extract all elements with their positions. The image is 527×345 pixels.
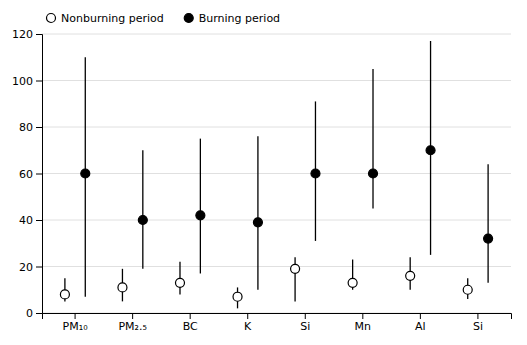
x-tick-label: Al (415, 320, 426, 333)
legend-item: Burning period (184, 12, 280, 25)
x-tick-label: PM₁₀ (63, 320, 89, 333)
series (81, 41, 493, 297)
x-tick-mark (305, 313, 306, 319)
point (118, 283, 127, 292)
point (81, 169, 90, 178)
legend-label: Burning period (199, 12, 280, 25)
x-tick-label: K (244, 320, 252, 333)
x-tick: Si (473, 313, 483, 333)
grid-line (42, 266, 511, 267)
x-tick-mark (190, 313, 191, 319)
x-tick: Al (415, 313, 426, 333)
y-tick-label: 100 (12, 75, 33, 88)
x-tick-mark (75, 313, 76, 319)
y-tick-mark (36, 127, 42, 128)
x-tick-mark (362, 313, 363, 319)
chart-container: PM₁₀ PM₂.₅ BC K Si Mn Al Si 0 20 40 60 80 100 120 Nonbu… (0, 0, 527, 345)
y-tick-mark (36, 34, 42, 35)
grid-line (42, 34, 511, 35)
plot-area (60, 41, 492, 308)
x-tick: Mn (355, 313, 371, 333)
y-tick-label: 40 (19, 214, 33, 227)
x-tick: Si (300, 313, 310, 333)
legend-marker (47, 14, 56, 23)
point (348, 278, 357, 287)
y-tick: 20 (19, 261, 42, 274)
y-tick: 120 (12, 28, 42, 41)
point (175, 278, 184, 287)
x-tick-label: BC (183, 320, 198, 333)
x-tick-mark (247, 313, 248, 319)
point (138, 216, 147, 225)
error-bar (372, 69, 373, 209)
y-tick-mark (36, 313, 42, 314)
x-tick: PM₁₀ (63, 313, 89, 333)
x-tick-mark (420, 313, 421, 319)
y-axis: 0 20 40 60 80 100 120 (12, 28, 43, 320)
point (196, 211, 205, 220)
legend-label: Nonburning period (61, 12, 164, 25)
error-bar (200, 139, 201, 274)
y-tick: 60 (19, 168, 42, 181)
error-bar (142, 150, 143, 269)
y-tick-label: 80 (19, 121, 33, 134)
point (463, 285, 472, 294)
y-tick-mark (36, 81, 42, 82)
point (60, 290, 69, 299)
grid-line (42, 80, 511, 81)
error-bar (257, 136, 258, 289)
grid-line (42, 173, 511, 174)
legend-marker (184, 14, 193, 23)
chart-svg: PM₁₀ PM₂.₅ BC K Si Mn Al Si 0 20 40 60 80 100 120 Nonbu… (0, 0, 527, 345)
y-tick: 100 (12, 75, 42, 88)
error-bar (487, 164, 488, 283)
series (60, 257, 472, 308)
x-tick-label: Mn (355, 320, 371, 333)
point (369, 169, 378, 178)
grid (42, 34, 511, 313)
x-axis: PM₁₀ PM₂.₅ BC K Si Mn Al Si (43, 313, 512, 333)
x-tick-mark (132, 313, 133, 319)
x-tick: PM₂.₅ (118, 313, 146, 333)
y-tick-mark (36, 220, 42, 221)
x-tick-label: Si (473, 320, 483, 333)
grid-line (42, 127, 511, 128)
y-tick-mark (36, 267, 42, 268)
x-tick: K (244, 313, 252, 333)
legend-item: Nonburning period (47, 12, 164, 25)
y-tick-label: 120 (12, 28, 33, 41)
y-tick: 80 (19, 121, 42, 134)
y-tick: 0 (26, 307, 42, 320)
x-tick-mark (477, 313, 478, 319)
point (233, 292, 242, 301)
x-tick: BC (183, 313, 198, 333)
y-tick-mark (36, 174, 42, 175)
point (253, 218, 262, 227)
legend: Nonburning period Burning period (47, 12, 281, 25)
x-axis-line (43, 314, 512, 320)
y-tick: 40 (19, 214, 42, 227)
point (406, 271, 415, 280)
x-tick-label: PM₂.₅ (118, 320, 146, 333)
grid-line (42, 220, 511, 221)
x-tick-label: Si (300, 320, 310, 333)
point (311, 169, 320, 178)
point (426, 146, 435, 155)
y-tick-label: 20 (19, 261, 33, 274)
y-axis-line (36, 35, 43, 314)
y-tick-label: 60 (19, 168, 33, 181)
y-tick-label: 0 (26, 307, 33, 320)
point (484, 234, 493, 243)
point (291, 264, 300, 273)
